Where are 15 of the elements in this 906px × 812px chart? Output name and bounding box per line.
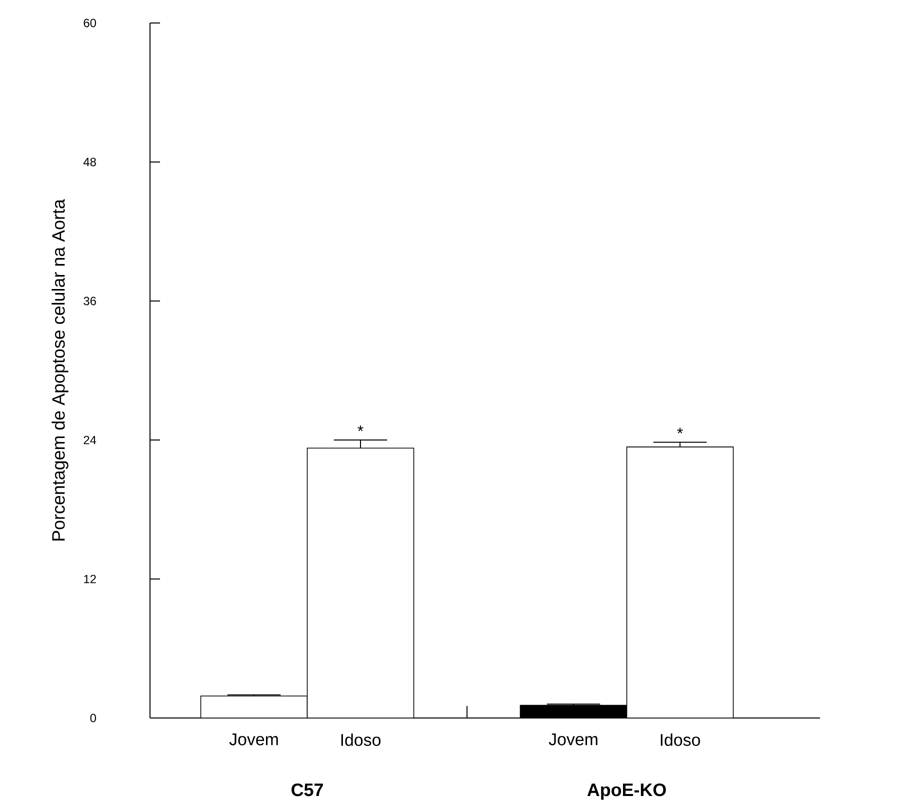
- annotation: *: [358, 425, 364, 432]
- y-tick-label: 36: [84, 296, 96, 306]
- text: ApoE-KO: [587, 783, 666, 800]
- x-tick-label: Jovem: [548, 734, 598, 746]
- y-tick-label: 24: [84, 436, 96, 444]
- y-tick-label: 60: [84, 18, 96, 28]
- x-tick-label: Jovem: [229, 734, 278, 746]
- text: C57: [292, 783, 323, 796]
- x-tick-label: Idoso: [341, 734, 381, 746]
- y-axis-title: Porcentagem de Apoptose celular na Aorta: [52, 199, 68, 540]
- y-tick-label: 48: [83, 158, 96, 166]
- y-tick-label: 0: [90, 714, 96, 722]
- x-tick-label: Idoso: [660, 734, 700, 746]
- annotation: *: [677, 428, 683, 434]
- y-tick-label: 12: [84, 574, 96, 584]
